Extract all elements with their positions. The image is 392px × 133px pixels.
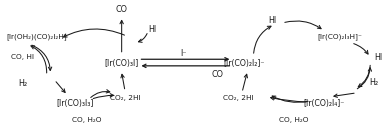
- Text: H₂: H₂: [370, 78, 379, 87]
- Text: CO: CO: [211, 70, 223, 79]
- Text: CO, H₂O: CO, H₂O: [279, 117, 309, 123]
- Text: [Ir(CO)₂I₂]⁻: [Ir(CO)₂I₂]⁻: [223, 59, 265, 68]
- Text: CO, H₂O: CO, H₂O: [72, 117, 102, 123]
- Text: [Ir(OH₂)(CO)₂I₂H]: [Ir(OH₂)(CO)₂I₂H]: [7, 33, 67, 40]
- Text: [Ir(CO)₃I₃]: [Ir(CO)₃I₃]: [56, 99, 94, 108]
- Text: HI: HI: [269, 16, 277, 25]
- Text: CO: CO: [115, 5, 127, 14]
- Text: [Ir(CO)₂I₃H]⁻: [Ir(CO)₂I₃H]⁻: [317, 33, 362, 40]
- Text: I⁻: I⁻: [180, 49, 187, 58]
- Text: [Ir(CO)₂I₄]⁻: [Ir(CO)₂I₄]⁻: [303, 99, 345, 108]
- Text: CO₂, 2HI: CO₂, 2HI: [110, 95, 140, 101]
- Text: [Ir(CO)₃I]: [Ir(CO)₃I]: [104, 59, 138, 68]
- Text: HI: HI: [374, 53, 382, 62]
- Text: HI: HI: [148, 25, 156, 34]
- Text: H₂: H₂: [18, 79, 27, 88]
- Text: CO, HI: CO, HI: [11, 54, 34, 60]
- Text: CO₂, 2HI: CO₂, 2HI: [223, 95, 253, 101]
